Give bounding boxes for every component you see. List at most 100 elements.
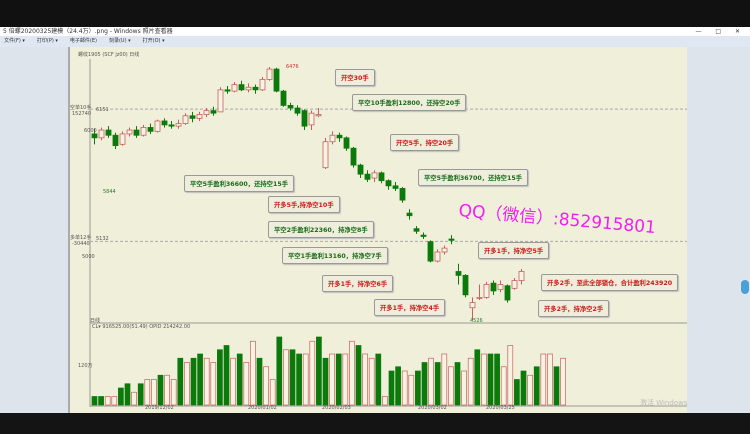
menu-email[interactable]: 电子邮件(E): [69, 38, 97, 44]
volume-legend: CL▾ 916525.00(51.49) OPID 214242.00: [92, 324, 191, 330]
volume-bar: [533, 366, 540, 406]
candle-body: [301, 110, 308, 127]
long-position-label: 多单12手: [70, 235, 92, 241]
candle-body: [280, 90, 287, 106]
menu-file[interactable]: 文件(F) ▾: [4, 38, 25, 44]
volume-bar: [283, 349, 289, 406]
candle: [385, 179, 392, 190]
trade-annotation: 开空30手: [335, 69, 375, 86]
candle: [238, 80, 245, 92]
candle: [273, 67, 280, 93]
volume-bar: [104, 396, 111, 406]
candle-body: [392, 185, 399, 189]
candle-body: [154, 120, 161, 132]
volume-bar: [382, 396, 388, 406]
price-label-6151: 6151: [96, 107, 109, 113]
volume-bar: [164, 374, 170, 406]
candle: [378, 171, 385, 184]
window-controls[interactable]: — □ ✕: [695, 28, 746, 35]
candle: [399, 187, 406, 203]
candle: [98, 127, 105, 141]
candle-body: [315, 114, 322, 117]
volume-bar: [375, 353, 382, 406]
volume-bar: [355, 345, 362, 406]
volume-bar: [494, 353, 500, 406]
trade-annotation: 开多2手，持净空2手: [538, 300, 610, 317]
candle-body: [448, 238, 455, 241]
candle-body: [168, 124, 175, 127]
nav-button[interactable]: [741, 280, 749, 294]
candle: [189, 111, 196, 123]
candle: [210, 106, 217, 116]
candle-body: [245, 86, 252, 91]
candle-body: [364, 173, 371, 180]
candle: [336, 132, 343, 142]
candle-body: [371, 172, 378, 179]
candle: [154, 119, 161, 133]
date-label: 2020/03/02: [418, 405, 447, 411]
candle: [245, 83, 252, 93]
candle-body: [161, 120, 168, 126]
volume-bar: [527, 374, 533, 406]
volume-bar: [269, 379, 276, 406]
volume-bar: [256, 357, 263, 406]
trade-annotation: 平空5手盈利36600，还持空15手: [184, 175, 295, 192]
volume-bar: [217, 349, 223, 406]
volume-bar: [342, 353, 349, 406]
candle: [112, 132, 119, 149]
candle-body: [322, 141, 329, 169]
candle-body: [420, 234, 427, 237]
candle: [441, 245, 448, 255]
bottom-bar: [0, 413, 750, 434]
candle-body: [294, 107, 301, 114]
candle: [476, 284, 483, 301]
candle-body: [308, 112, 315, 126]
volume-bar: [362, 353, 368, 406]
candle-body: [504, 285, 511, 301]
candle: [518, 268, 525, 285]
candle: [147, 123, 154, 134]
short-position-value: 152740: [72, 111, 92, 117]
volume-bar: [408, 374, 415, 406]
price-label-5132: 5132: [96, 236, 109, 242]
menu-open[interactable]: 打开(O) ▾: [142, 38, 165, 44]
volume-bar: [368, 357, 375, 406]
volume-bar: [276, 336, 283, 406]
menu-burn[interactable]: 刻录(U) ▾: [108, 38, 131, 44]
volume-panel-title: 日线: [90, 318, 101, 324]
volume-bar: [203, 357, 210, 406]
menu-print[interactable]: 打印(P) ▾: [36, 38, 58, 44]
volume-bar: [349, 340, 355, 406]
candle: [469, 297, 476, 320]
volume-bar: [553, 366, 560, 406]
candle-body: [98, 129, 105, 139]
candle-body: [91, 133, 98, 139]
candle-body: [133, 129, 140, 136]
volume-bar: [401, 370, 408, 406]
date-label: 2020/01/02: [248, 405, 277, 411]
candle-body: [119, 133, 126, 145]
candle-body: [385, 180, 392, 187]
candle: [266, 67, 273, 81]
candle: [280, 89, 287, 107]
bottom-price-label: 4526: [470, 318, 483, 324]
candle-body: [210, 110, 217, 114]
candle-body: [252, 86, 259, 91]
volume-bar: [236, 353, 243, 406]
candle-body: [112, 134, 119, 147]
high-price-label: 6476: [286, 64, 299, 70]
candle: [224, 85, 231, 94]
candle-body: [462, 274, 469, 296]
candle-body: [126, 129, 133, 135]
volume-bar: [91, 396, 98, 406]
chart-header: 螺纹1905 (SCF jz00) 日线: [78, 52, 140, 58]
candle: [175, 119, 182, 129]
candle-body: [175, 123, 182, 127]
volume-bar: [540, 353, 547, 406]
candle: [287, 102, 294, 111]
volume-bar: [124, 383, 131, 406]
candle-body: [231, 84, 238, 92]
windows-activation-watermark: 激活 Windows: [640, 399, 688, 407]
candle: [301, 109, 308, 131]
candle: [308, 110, 315, 131]
